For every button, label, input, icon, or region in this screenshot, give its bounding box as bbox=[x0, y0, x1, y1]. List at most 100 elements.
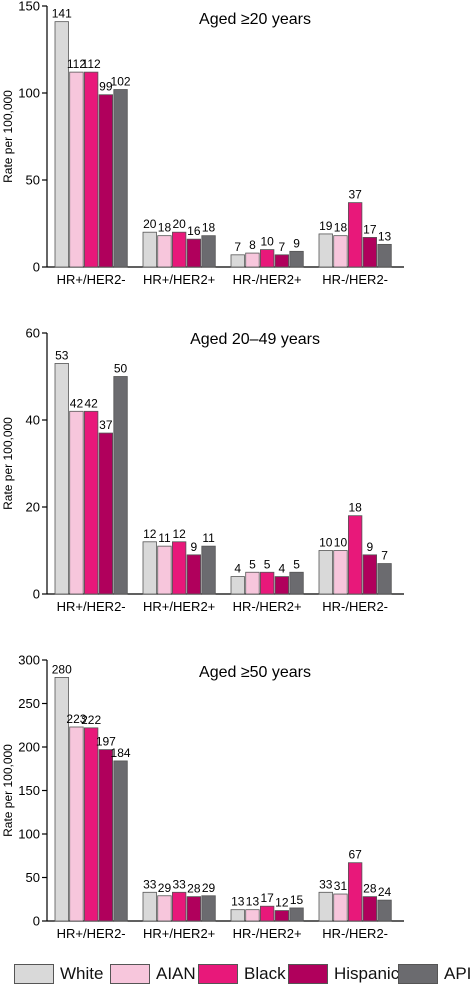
bar-value-label: 37 bbox=[348, 188, 362, 202]
bar bbox=[98, 749, 113, 922]
bar bbox=[245, 909, 260, 922]
bar-value-label: 20 bbox=[143, 217, 157, 231]
y-tick-label: 20 bbox=[26, 500, 40, 515]
x-tick-label: HR+/HER2- bbox=[57, 599, 126, 614]
bar bbox=[157, 235, 172, 268]
bar bbox=[54, 363, 69, 595]
bar bbox=[142, 541, 157, 595]
bar bbox=[333, 235, 348, 268]
bar bbox=[186, 896, 202, 922]
bar bbox=[347, 862, 363, 922]
x-tick-label: HR-/HER2- bbox=[322, 599, 388, 614]
bar bbox=[113, 376, 128, 595]
bar bbox=[362, 896, 378, 922]
bar-value-label: 31 bbox=[334, 879, 348, 893]
bar-value-label: 10 bbox=[334, 536, 348, 550]
x-tick-label: HR-/HER2+ bbox=[233, 926, 302, 941]
bar-value-label: 53 bbox=[55, 348, 69, 362]
bar bbox=[69, 410, 84, 595]
bar bbox=[333, 893, 348, 922]
y-tick-label: 300 bbox=[18, 653, 40, 668]
bar bbox=[274, 910, 290, 922]
bar-value-label: 12 bbox=[143, 527, 157, 541]
y-tick-label: 0 bbox=[33, 587, 40, 602]
bar-value-label: 112 bbox=[67, 57, 86, 71]
bar-value-label: 8 bbox=[249, 238, 256, 252]
bar bbox=[245, 571, 260, 595]
y-tick-label: 150 bbox=[18, 783, 40, 798]
legend-label: White bbox=[60, 964, 104, 983]
bar bbox=[259, 571, 275, 595]
bar bbox=[318, 891, 333, 922]
y-axis-label: Rate per 100,000 bbox=[1, 744, 15, 837]
bar bbox=[230, 909, 245, 922]
bar-value-label: 13 bbox=[378, 229, 392, 243]
chart-title: Aged ≥50 years bbox=[199, 664, 311, 681]
bar-value-label: 67 bbox=[348, 848, 362, 862]
bar bbox=[84, 71, 99, 268]
bar-value-label: 29 bbox=[158, 881, 172, 895]
bar bbox=[113, 89, 128, 268]
bar-value-label: 33 bbox=[143, 877, 157, 891]
x-tick-label: HR-/HER2- bbox=[322, 926, 388, 941]
bar-value-label: 17 bbox=[260, 891, 274, 905]
bar-value-label: 99 bbox=[99, 80, 113, 94]
bar-value-label: 7 bbox=[234, 240, 241, 254]
bar bbox=[362, 554, 378, 595]
legend-label: Black bbox=[244, 964, 286, 983]
chart-panel-2: 0 20 40 60 Rate per 100,000 Aged 20–49 years 5… bbox=[1, 326, 404, 614]
y-tick-label: 0 bbox=[33, 260, 40, 275]
y-tick-label: 200 bbox=[18, 740, 40, 755]
bar-value-label: 4 bbox=[234, 562, 241, 576]
bar-value-label: 19 bbox=[319, 219, 333, 233]
bar-value-label: 141 bbox=[52, 7, 72, 21]
bar bbox=[347, 515, 363, 595]
bar bbox=[289, 571, 304, 595]
y-axis-label: Rate per 100,000 bbox=[1, 417, 15, 510]
bar bbox=[347, 202, 363, 268]
legend-swatch-hispanic bbox=[288, 964, 328, 984]
bar bbox=[274, 576, 290, 595]
bar-value-label: 10 bbox=[319, 536, 333, 550]
bar-value-label: 18 bbox=[158, 221, 172, 235]
bar-value-label: 28 bbox=[187, 882, 201, 896]
y-axis-label: Rate per 100,000 bbox=[1, 90, 15, 183]
bar bbox=[318, 233, 333, 268]
legend-label: API bbox=[444, 964, 472, 983]
bar-value-label: 33 bbox=[319, 877, 333, 891]
y-tick-label: 150 bbox=[18, 0, 40, 14]
y-tick-label: 50 bbox=[26, 870, 40, 885]
x-tick-label: HR+/HER2+ bbox=[143, 272, 215, 287]
bar bbox=[142, 891, 157, 922]
bar bbox=[113, 760, 128, 922]
legend-swatch-white bbox=[14, 964, 54, 984]
bar bbox=[69, 726, 84, 922]
bar bbox=[230, 576, 245, 595]
bar-value-label: 13 bbox=[246, 895, 260, 909]
x-tick-label: HR+/HER2- bbox=[57, 926, 126, 941]
bar bbox=[201, 545, 216, 595]
x-tick-label: HR+/HER2+ bbox=[143, 926, 215, 941]
bar bbox=[245, 252, 260, 268]
x-tick-label: HR-/HER2+ bbox=[233, 272, 302, 287]
bar bbox=[318, 550, 333, 595]
bar-value-label: 7 bbox=[279, 240, 286, 254]
bar bbox=[259, 905, 275, 922]
legend-swatch-black bbox=[198, 964, 238, 984]
bar bbox=[274, 254, 290, 268]
bar bbox=[54, 21, 69, 268]
legend-label: AIAN bbox=[156, 964, 196, 983]
bar-value-label: 223 bbox=[66, 712, 86, 726]
bar bbox=[186, 554, 202, 595]
bar-value-label: 102 bbox=[111, 75, 131, 89]
bar-value-label: 13 bbox=[231, 895, 245, 909]
bar bbox=[377, 563, 392, 595]
bar bbox=[289, 907, 304, 922]
chart-panel-3: 0 50 100 150 200 250 300 Rate per 100,000 Aged ≥… bbox=[1, 653, 404, 941]
bar bbox=[84, 410, 99, 595]
bar-value-label: 11 bbox=[202, 531, 215, 545]
bar-value-label: 18 bbox=[348, 501, 362, 515]
bar bbox=[289, 250, 304, 268]
y-tick-label: 60 bbox=[26, 326, 40, 341]
bar-value-label: 11 bbox=[158, 531, 171, 545]
